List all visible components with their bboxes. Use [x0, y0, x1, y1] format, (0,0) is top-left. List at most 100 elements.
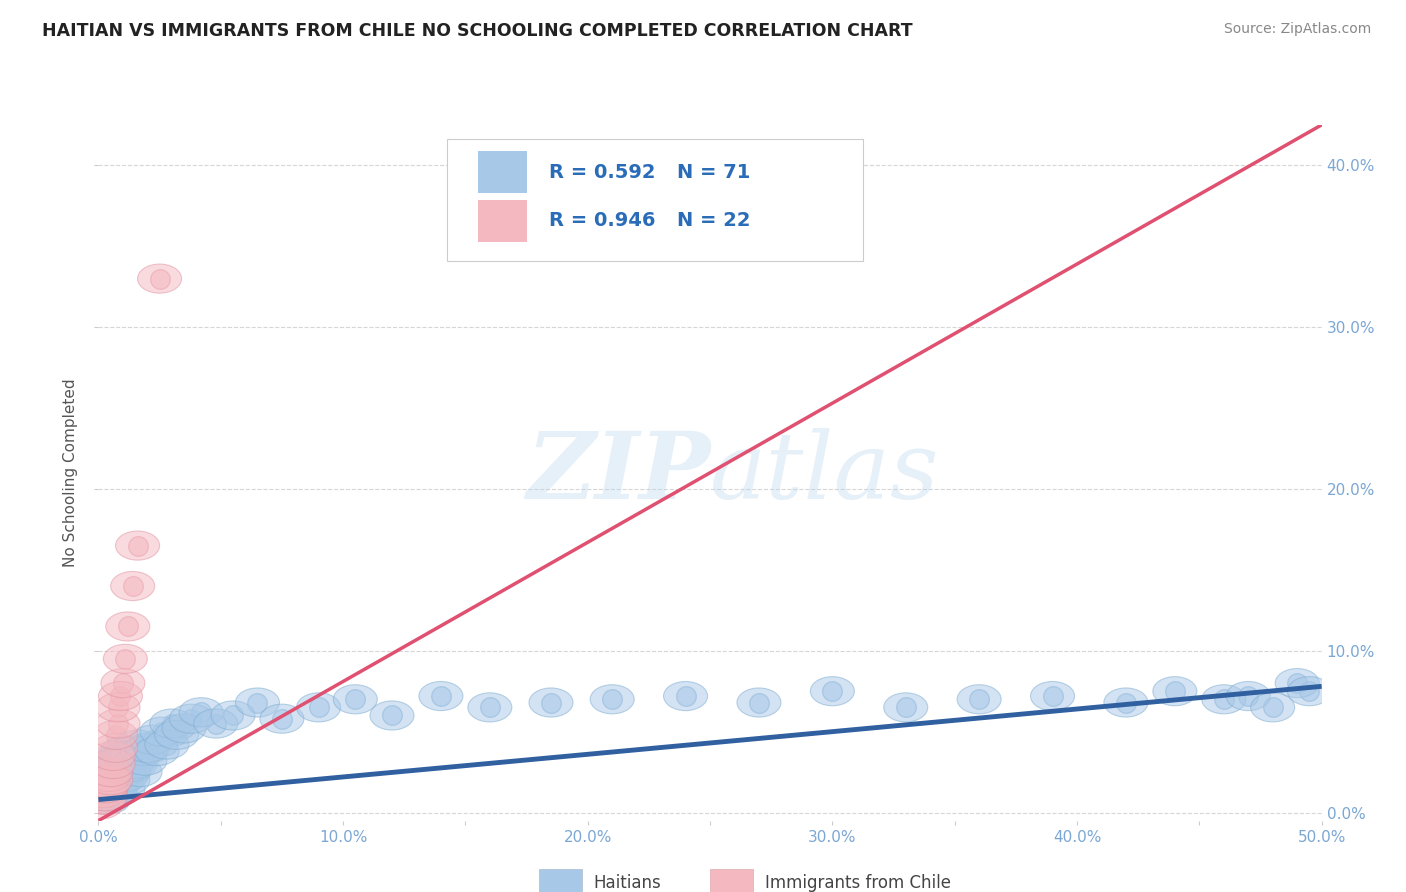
Point — [111, 781, 134, 796]
Ellipse shape — [1226, 681, 1270, 711]
Point — [1212, 692, 1234, 706]
Point — [101, 748, 124, 763]
Point — [117, 754, 139, 768]
Ellipse shape — [89, 765, 132, 795]
Ellipse shape — [86, 763, 131, 791]
Ellipse shape — [101, 668, 145, 698]
Ellipse shape — [89, 765, 132, 795]
Ellipse shape — [115, 531, 160, 560]
Point — [222, 708, 245, 723]
Ellipse shape — [419, 681, 463, 711]
Point — [110, 773, 132, 788]
Point — [107, 748, 129, 763]
Ellipse shape — [105, 747, 150, 775]
Point — [1164, 684, 1187, 698]
Ellipse shape — [194, 709, 238, 738]
Point — [149, 271, 172, 285]
Point — [173, 722, 195, 736]
Ellipse shape — [884, 693, 928, 722]
Ellipse shape — [138, 264, 181, 293]
Point — [91, 773, 114, 788]
Point — [127, 738, 149, 752]
Point — [97, 776, 120, 790]
Text: HAITIAN VS IMMIGRANTS FROM CHILE NO SCHOOLING COMPLETED CORRELATION CHART: HAITIAN VS IMMIGRANTS FROM CHILE NO SCHO… — [42, 22, 912, 40]
Point — [675, 689, 697, 703]
Ellipse shape — [1104, 688, 1147, 717]
Ellipse shape — [122, 747, 167, 775]
Ellipse shape — [86, 757, 131, 787]
Ellipse shape — [1153, 677, 1197, 706]
Point — [111, 744, 134, 758]
FancyBboxPatch shape — [478, 200, 526, 242]
Text: ZIP: ZIP — [526, 428, 710, 517]
Point — [107, 716, 129, 731]
Ellipse shape — [115, 730, 160, 759]
Point — [180, 712, 202, 726]
Point — [117, 773, 139, 788]
Ellipse shape — [98, 681, 142, 711]
Point — [97, 770, 120, 784]
Point — [94, 781, 117, 796]
Text: R = 0.592: R = 0.592 — [548, 162, 655, 182]
Text: Source: ZipAtlas.com: Source: ZipAtlas.com — [1223, 22, 1371, 37]
Point — [1115, 696, 1137, 710]
FancyBboxPatch shape — [710, 870, 752, 892]
Point — [101, 757, 124, 772]
Ellipse shape — [86, 769, 131, 798]
Point — [821, 684, 844, 698]
Point — [100, 765, 122, 780]
Point — [104, 754, 127, 768]
Ellipse shape — [94, 747, 138, 775]
Point — [100, 760, 122, 774]
Ellipse shape — [957, 685, 1001, 714]
Point — [91, 789, 114, 804]
Ellipse shape — [101, 773, 145, 803]
Ellipse shape — [141, 717, 184, 747]
Point — [141, 732, 163, 747]
Ellipse shape — [125, 733, 169, 763]
Ellipse shape — [1202, 685, 1246, 714]
Point — [104, 728, 127, 742]
Text: R = 0.946: R = 0.946 — [548, 211, 655, 230]
Point — [381, 708, 404, 723]
Ellipse shape — [1251, 693, 1295, 722]
Point — [540, 696, 562, 710]
Ellipse shape — [103, 741, 148, 771]
Point — [1298, 684, 1320, 698]
FancyBboxPatch shape — [447, 139, 863, 260]
Ellipse shape — [84, 773, 128, 803]
Ellipse shape — [89, 781, 132, 811]
Point — [748, 696, 770, 710]
Text: N = 71: N = 71 — [678, 162, 751, 182]
Point — [94, 770, 117, 784]
Ellipse shape — [468, 693, 512, 722]
Point — [90, 797, 112, 812]
Point — [94, 786, 117, 800]
Point — [156, 738, 179, 752]
Ellipse shape — [91, 749, 135, 779]
Point — [91, 786, 114, 800]
Point — [114, 770, 136, 784]
Ellipse shape — [94, 721, 138, 749]
Point — [110, 757, 132, 772]
Ellipse shape — [1031, 681, 1074, 711]
Point — [97, 781, 120, 796]
Point — [107, 776, 129, 790]
Point — [600, 692, 623, 706]
Ellipse shape — [211, 701, 254, 730]
Ellipse shape — [84, 779, 128, 807]
Y-axis label: No Schooling Completed: No Schooling Completed — [63, 378, 79, 567]
Ellipse shape — [79, 773, 122, 803]
Ellipse shape — [1288, 677, 1331, 706]
Ellipse shape — [84, 763, 128, 791]
Ellipse shape — [529, 688, 574, 717]
Point — [190, 705, 212, 719]
Point — [91, 792, 114, 806]
Ellipse shape — [84, 781, 128, 811]
Point — [308, 700, 330, 714]
Ellipse shape — [101, 737, 145, 765]
Point — [114, 748, 136, 763]
Ellipse shape — [1275, 668, 1319, 698]
Ellipse shape — [98, 765, 142, 795]
Point — [121, 748, 143, 763]
